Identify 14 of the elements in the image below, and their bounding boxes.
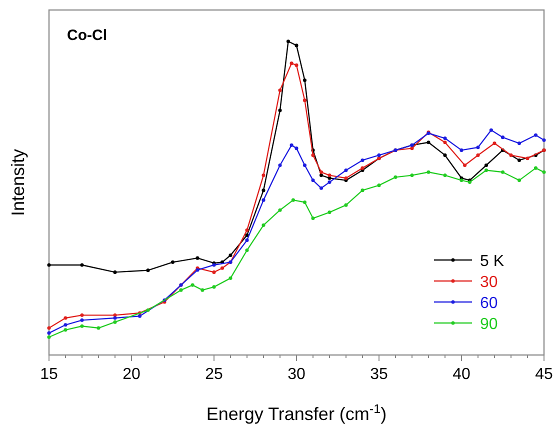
y-axis-title: Intensity bbox=[8, 148, 28, 216]
legend-label: 30 bbox=[480, 274, 498, 291]
x-tick-label: 35 bbox=[370, 366, 388, 383]
x-tick-label: 30 bbox=[288, 366, 306, 383]
legend-label: 5 K bbox=[480, 253, 504, 270]
x-tick-label: 40 bbox=[452, 366, 470, 383]
x-axis-title: Energy Transfer (cm$^{-1}$) bbox=[206, 402, 387, 424]
legend-label: 60 bbox=[480, 295, 498, 312]
x-tick-label: 25 bbox=[205, 366, 223, 383]
x-tick-label: 45 bbox=[535, 366, 553, 383]
x-tick-label: 15 bbox=[40, 366, 58, 383]
x-tick-label: 20 bbox=[122, 366, 140, 383]
legend-label: 90 bbox=[480, 316, 498, 333]
chart-title: Co-Cl bbox=[67, 27, 107, 44]
